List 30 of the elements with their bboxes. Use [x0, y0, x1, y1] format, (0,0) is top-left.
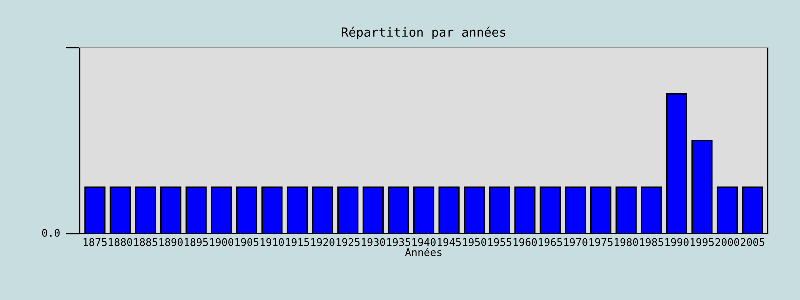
- x-axis-title: Années: [405, 248, 442, 256]
- x-tick-label: 1945: [438, 238, 462, 246]
- x-tick-label: 1995: [690, 238, 714, 246]
- x-tick-label: 1940: [412, 238, 436, 246]
- x-tick-label: 1905: [236, 238, 259, 246]
- x-tick-label: 1980: [615, 238, 638, 246]
- x-tick-label: 1955: [488, 238, 512, 246]
- x-tick-label: 1960: [514, 238, 538, 246]
- x-tick-label: 1975: [590, 238, 613, 246]
- x-tick-label: 1885: [134, 238, 158, 246]
- x-tick-label: 1895: [185, 238, 208, 246]
- x-tick-label: 1890: [160, 238, 183, 246]
- x-tick-label: 1935: [387, 238, 410, 246]
- x-tick-label: 1915: [286, 238, 310, 246]
- x-tick-label: 1875: [84, 238, 107, 246]
- x-tick-label: 1990: [666, 238, 689, 246]
- x-tick-label: 1900: [210, 238, 234, 246]
- x-tick-label: 1950: [463, 238, 486, 246]
- x-tick-label: 1965: [539, 238, 562, 246]
- text: 0.0: [42, 229, 60, 238]
- x-tick-label: 1920: [312, 238, 335, 246]
- chart-title: Répartition par années: [342, 26, 506, 40]
- x-tick-label: 1925: [336, 238, 360, 246]
- x-tick-label: 2005: [741, 238, 765, 246]
- x-tick-label: 1910: [260, 238, 284, 246]
- x-tick-label: 1880: [109, 238, 132, 246]
- x-tick-label: 2000: [716, 238, 740, 246]
- x-tick-label: 1970: [564, 238, 588, 246]
- x-tick-label: 1930: [362, 238, 386, 246]
- x-tick-label: 1985: [640, 238, 664, 246]
